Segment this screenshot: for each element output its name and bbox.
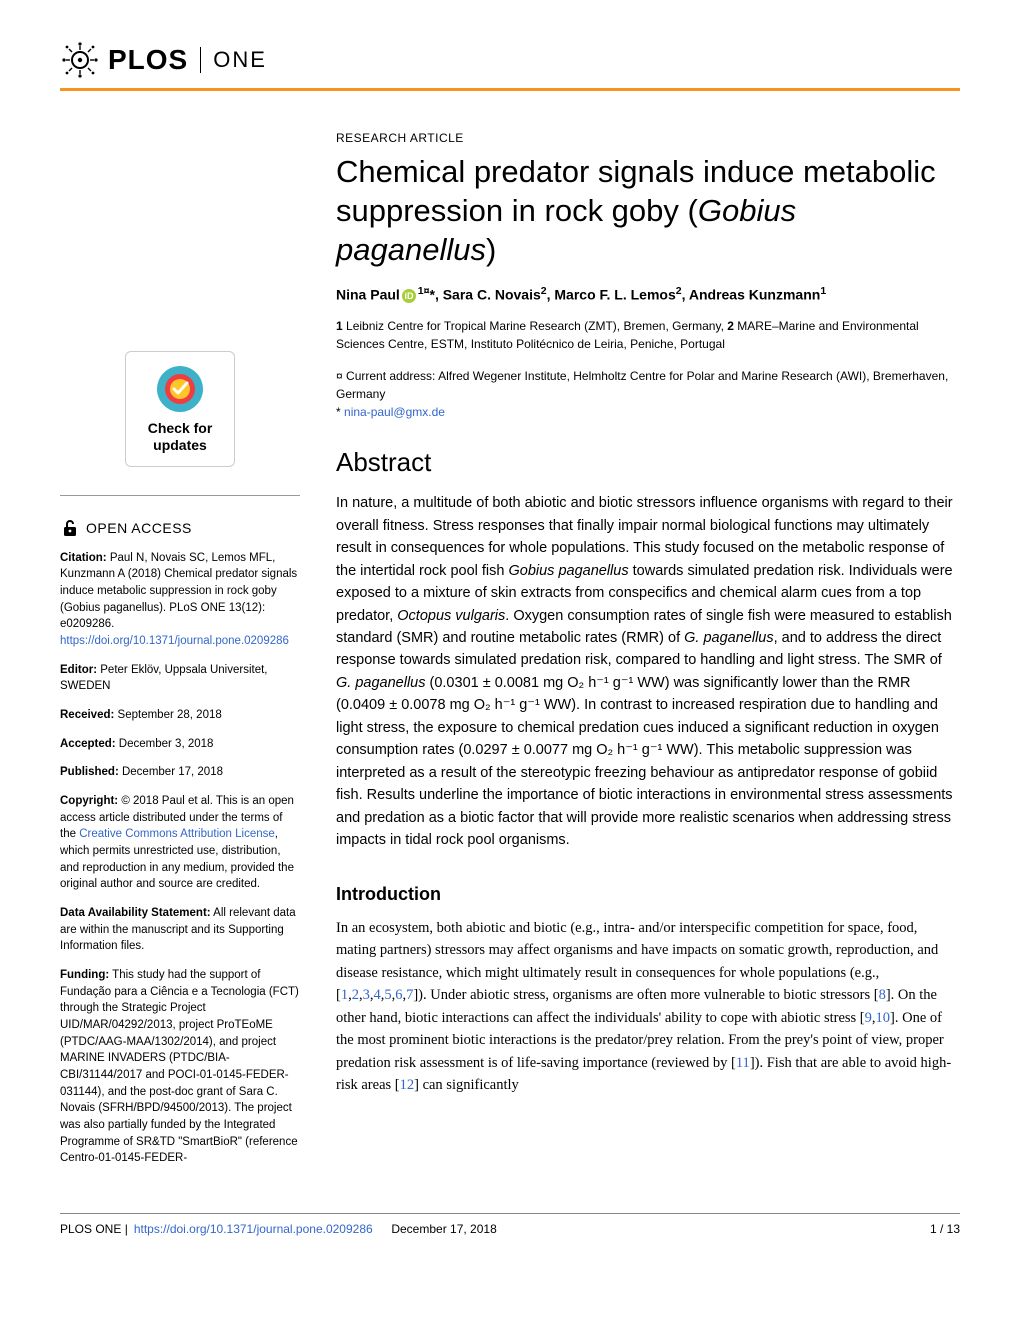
open-access-row: OPEN ACCESS	[60, 518, 300, 538]
footer-left: PLOS ONE | https://doi.org/10.1371/journ…	[60, 1222, 497, 1236]
current-address: ¤ Current address: Alfred Wegener Instit…	[336, 367, 960, 403]
abs-i1: Gobius paganellus	[508, 563, 628, 579]
author1-aff: 1¤	[418, 285, 430, 297]
published-text: December 17, 2018	[119, 766, 223, 778]
logo-divider	[200, 47, 201, 73]
ref-9[interactable]: 9	[865, 1010, 872, 1026]
abstract-paragraph: In nature, a multitude of both abiotic a…	[336, 492, 960, 852]
addr-text: Current address: Alfred Wegener Institut…	[336, 369, 948, 401]
ref-5[interactable]: 5	[384, 987, 391, 1003]
ref-3[interactable]: 3	[363, 987, 370, 1003]
page-footer: PLOS ONE | https://doi.org/10.1371/journ…	[60, 1213, 960, 1236]
ref-6[interactable]: 6	[395, 987, 402, 1003]
crossmark-icon	[155, 364, 205, 414]
intro-t6: ] can significantly	[414, 1077, 519, 1093]
accepted-text: December 3, 2018	[116, 738, 214, 750]
citation-label: Citation:	[60, 552, 107, 564]
journal-header: PLOS ONE	[60, 40, 960, 80]
title-pre: Chemical predator signals induce metabol…	[336, 154, 936, 228]
plos-icon	[60, 40, 100, 80]
citation-block: Citation: Paul N, Novais SC, Lemos MFL, …	[60, 550, 300, 650]
accent-bar	[60, 88, 960, 91]
abs-i4: G. paganellus	[336, 675, 425, 691]
funding-text: This study had the support of Fundação p…	[60, 969, 299, 1164]
data-label: Data Availability Statement:	[60, 907, 211, 919]
ref-8[interactable]: 8	[879, 987, 886, 1003]
svg-text:iD: iD	[404, 291, 414, 301]
introduction-heading: Introduction	[336, 884, 960, 905]
received-text: September 28, 2018	[114, 709, 221, 721]
abs-i3: G. paganellus	[684, 630, 773, 646]
abs-i2: Octopus vulgaris	[397, 608, 505, 624]
author1: Nina Paul	[336, 287, 400, 303]
citation-doi-link[interactable]: https://doi.org/10.1371/journal.pone.020…	[60, 635, 289, 647]
abstract-heading: Abstract	[336, 447, 960, 478]
crossmark-label: Check for updates	[148, 420, 213, 454]
plos-wordmark: PLOS	[108, 44, 188, 76]
footer-doi-link[interactable]: https://doi.org/10.1371/journal.pone.020…	[134, 1222, 373, 1236]
corresponding-email: * nina-paul@gmx.de	[336, 405, 960, 419]
aff1-text: Leibniz Centre for Tropical Marine Resea…	[343, 319, 728, 333]
introduction-paragraph: In an ecosystem, both abiotic and biotic…	[336, 917, 960, 1097]
title-post: )	[486, 232, 496, 267]
main-column: RESEARCH ARTICLE Chemical predator signa…	[336, 131, 960, 1179]
plos-logo: PLOS	[60, 40, 188, 80]
addr-mark: ¤	[336, 369, 343, 383]
footer-journal: PLOS ONE |	[60, 1222, 128, 1236]
author4-aff: 1	[820, 285, 826, 297]
authors-line: Nina PauliD1¤*, Sara C. Novais2, Marco F…	[336, 285, 960, 303]
crossmark-line2: updates	[153, 437, 207, 453]
open-lock-icon	[60, 518, 80, 538]
ref-1[interactable]: 1	[341, 987, 348, 1003]
ref-11[interactable]: 11	[736, 1055, 750, 1071]
copyright-label: Copyright:	[60, 795, 118, 807]
affiliations: 1 Leibniz Centre for Tropical Marine Res…	[336, 317, 960, 353]
received-label: Received:	[60, 709, 114, 721]
received-block: Received: September 28, 2018	[60, 707, 300, 724]
article-title: Chemical predator signals induce metabol…	[336, 153, 960, 269]
aff1-num: 1	[336, 319, 343, 333]
open-access-label: OPEN ACCESS	[86, 520, 192, 536]
aff2-num: 2	[727, 319, 734, 333]
copyright-block: Copyright: © 2018 Paul et al. This is an…	[60, 793, 300, 893]
accepted-label: Accepted:	[60, 738, 116, 750]
email-mark: *	[336, 405, 344, 419]
published-label: Published:	[60, 766, 119, 778]
sidebar: Check for updates OPEN ACCESS Citation: …	[60, 131, 300, 1179]
crossmark-badge[interactable]: Check for updates	[125, 351, 235, 467]
ref-12[interactable]: 12	[400, 1077, 415, 1093]
funding-label: Funding:	[60, 969, 109, 981]
article-type: RESEARCH ARTICLE	[336, 131, 960, 145]
published-block: Published: December 17, 2018	[60, 764, 300, 781]
ref-2[interactable]: 2	[352, 987, 359, 1003]
content-columns: Check for updates OPEN ACCESS Citation: …	[60, 131, 960, 1179]
editor-block: Editor: Peter Eklöv, Uppsala Universitet…	[60, 662, 300, 695]
crossmark-line1: Check for	[148, 420, 213, 436]
cc-license-link[interactable]: Creative Commons Attribution License	[79, 828, 275, 840]
orcid-icon[interactable]: iD	[402, 289, 416, 303]
intro-t2: ]). Under abiotic stress, organisms are …	[413, 987, 878, 1003]
editor-label: Editor:	[60, 664, 97, 676]
footer-date: December 17, 2018	[391, 1222, 496, 1236]
ref-4[interactable]: 4	[373, 987, 380, 1003]
one-wordmark: ONE	[213, 47, 267, 73]
sidebar-divider	[60, 495, 300, 496]
funding-block: Funding: This study had the support of F…	[60, 967, 300, 1167]
author4: , Andreas Kunzmann	[682, 287, 821, 303]
page-container: PLOS ONE Check for updates	[0, 0, 1020, 1266]
author2: , Sara C. Novais	[435, 287, 541, 303]
data-availability-block: Data Availability Statement: All relevan…	[60, 905, 300, 955]
accepted-block: Accepted: December 3, 2018	[60, 736, 300, 753]
footer-page-number: 1 / 13	[930, 1222, 960, 1236]
email-link[interactable]: nina-paul@gmx.de	[344, 405, 445, 419]
abs-t5: (0.0301 ± 0.0081 mg O₂ h⁻¹ g⁻¹ WW) was s…	[336, 675, 953, 848]
ref-10[interactable]: 10	[876, 1010, 891, 1026]
author3: , Marco F. L. Lemos	[547, 287, 676, 303]
